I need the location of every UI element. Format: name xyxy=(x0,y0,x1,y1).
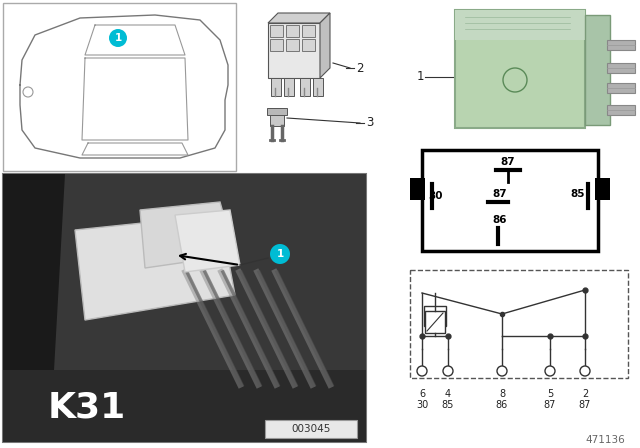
Circle shape xyxy=(109,29,127,47)
Text: 4: 4 xyxy=(445,389,451,399)
Bar xyxy=(455,10,585,128)
Text: 3: 3 xyxy=(366,116,373,129)
Bar xyxy=(607,40,635,50)
Bar xyxy=(3,370,366,442)
Polygon shape xyxy=(268,13,330,23)
Bar xyxy=(313,78,323,96)
Text: 86: 86 xyxy=(493,215,508,225)
Bar xyxy=(585,15,610,125)
Circle shape xyxy=(545,366,555,376)
Text: 2: 2 xyxy=(582,389,588,399)
Text: 87: 87 xyxy=(493,189,508,199)
Bar xyxy=(607,63,635,73)
Text: 30: 30 xyxy=(429,191,444,201)
Bar xyxy=(286,39,299,51)
Circle shape xyxy=(443,366,453,376)
Text: 85: 85 xyxy=(442,400,454,410)
Bar xyxy=(422,150,598,251)
Text: 2: 2 xyxy=(356,61,364,74)
Bar xyxy=(286,25,299,37)
Text: 1: 1 xyxy=(115,33,122,43)
Text: 30: 30 xyxy=(416,400,428,410)
Polygon shape xyxy=(3,174,65,442)
Bar xyxy=(271,78,281,96)
Circle shape xyxy=(497,366,507,376)
Bar xyxy=(270,39,283,51)
Bar xyxy=(455,10,585,40)
Bar xyxy=(607,105,635,115)
Bar xyxy=(270,108,284,126)
Text: 6: 6 xyxy=(419,389,425,399)
Bar xyxy=(270,25,283,37)
Text: 5: 5 xyxy=(547,389,553,399)
Polygon shape xyxy=(140,202,235,268)
Text: 85: 85 xyxy=(571,189,585,199)
Text: 86: 86 xyxy=(496,400,508,410)
Bar xyxy=(3,174,366,442)
Text: 003045: 003045 xyxy=(291,424,331,434)
Bar xyxy=(424,306,446,326)
Bar xyxy=(284,78,294,96)
Text: 87: 87 xyxy=(500,157,515,167)
Text: K31: K31 xyxy=(48,391,126,425)
Circle shape xyxy=(417,366,427,376)
Bar xyxy=(410,270,628,378)
Bar xyxy=(3,174,366,442)
Bar xyxy=(410,178,425,200)
Text: 8: 8 xyxy=(499,389,505,399)
Text: 87: 87 xyxy=(544,400,556,410)
Bar xyxy=(425,311,445,333)
Bar xyxy=(268,23,320,78)
Polygon shape xyxy=(320,13,330,78)
Bar xyxy=(302,39,315,51)
Bar xyxy=(3,3,236,171)
Bar xyxy=(265,420,357,438)
Text: 87: 87 xyxy=(579,400,591,410)
Bar xyxy=(267,108,287,115)
Bar xyxy=(302,25,315,37)
Bar xyxy=(300,78,310,96)
Polygon shape xyxy=(75,215,235,320)
Polygon shape xyxy=(175,210,240,272)
Bar xyxy=(595,178,610,200)
Text: 1: 1 xyxy=(416,70,424,83)
Circle shape xyxy=(270,244,290,264)
Bar xyxy=(607,83,635,93)
Text: 471136: 471136 xyxy=(585,435,625,445)
Circle shape xyxy=(580,366,590,376)
Text: 1: 1 xyxy=(276,249,284,259)
